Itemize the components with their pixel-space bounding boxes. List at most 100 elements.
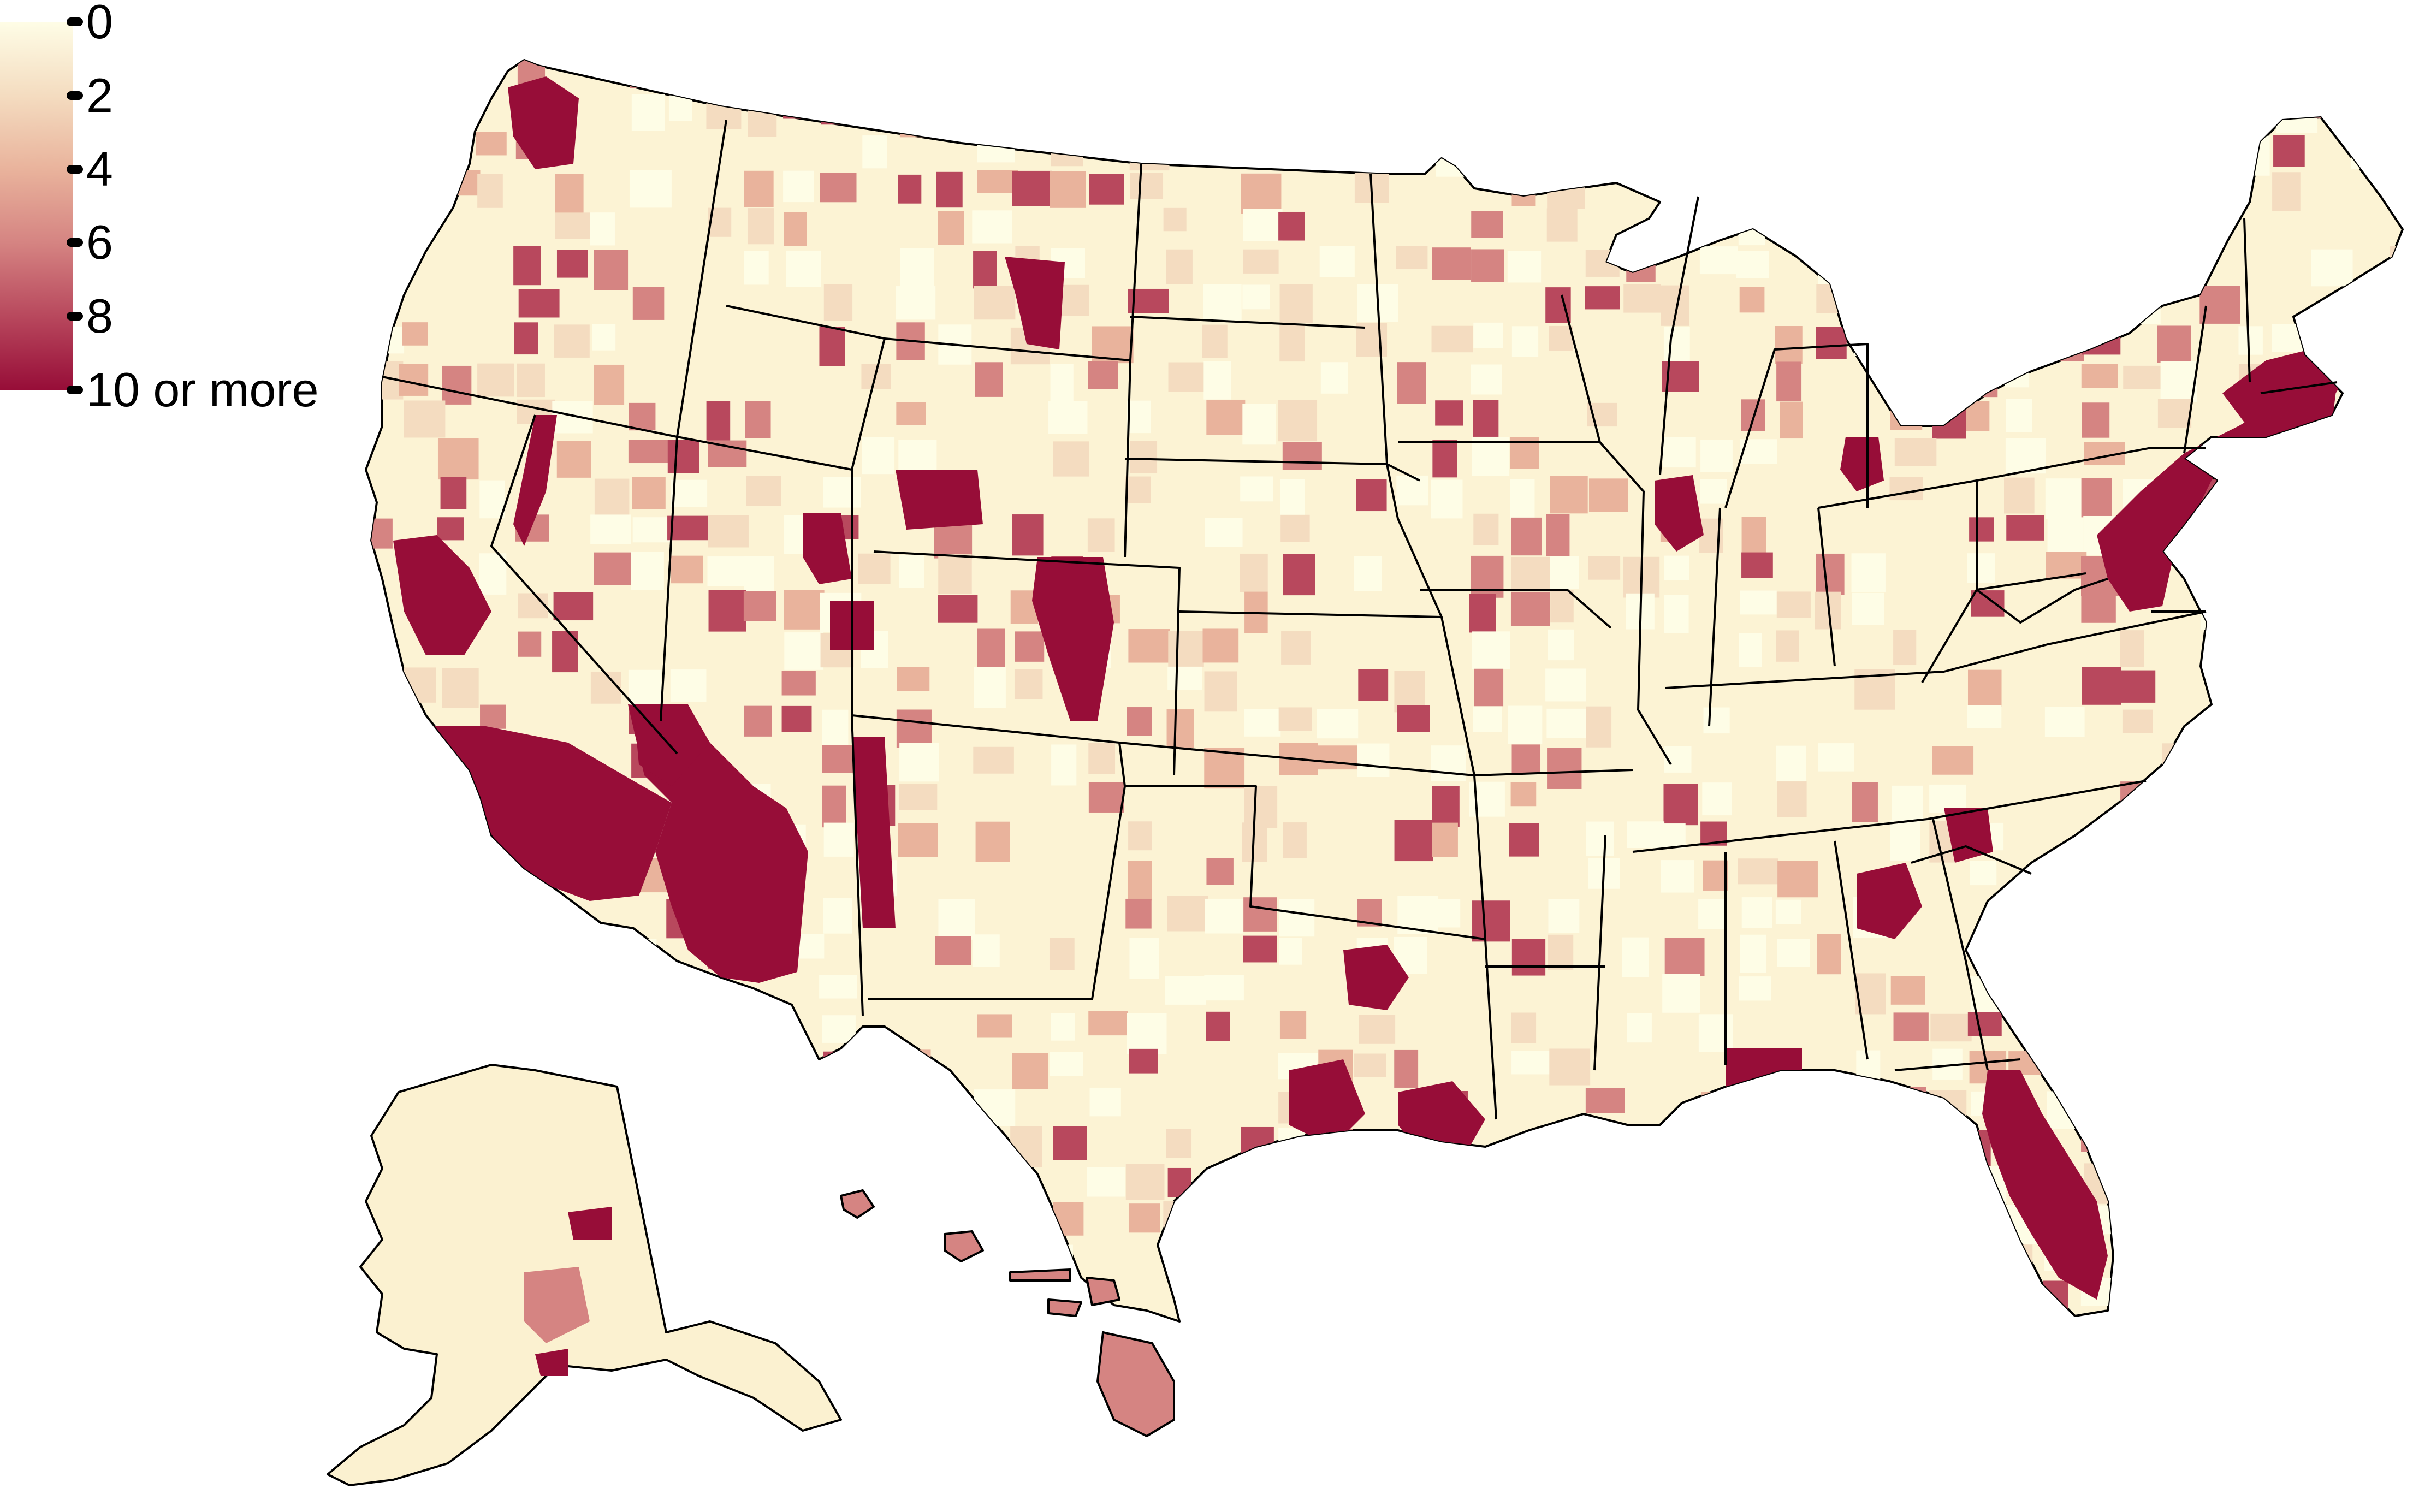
- county-cell: [973, 746, 1014, 774]
- county-cell: [1471, 1202, 1509, 1243]
- county-cell: [783, 94, 811, 119]
- county-cell: [2272, 976, 2310, 1011]
- county-cell: [1967, 1241, 1992, 1280]
- county-cell: [514, 322, 538, 355]
- county-cell: [1740, 934, 1766, 973]
- county-cell: [2387, 93, 2403, 122]
- county-cell: [1473, 513, 1499, 545]
- county-cell: [366, 709, 386, 738]
- county-cell: [1205, 898, 1243, 934]
- county-cell: [1242, 284, 1270, 310]
- county-cell: [1165, 1244, 1207, 1268]
- county-cell: [2158, 1127, 2197, 1158]
- county-cell: [2121, 171, 2145, 195]
- county-cell: [629, 170, 672, 208]
- county-cell: [667, 440, 699, 473]
- county-cell: [437, 784, 474, 819]
- county-cell: [1548, 629, 1574, 661]
- county-cell: [1051, 744, 1077, 786]
- county-cell: [748, 1167, 780, 1203]
- legend-tick: [67, 91, 83, 100]
- county-cell: [899, 743, 939, 782]
- county-cell: [1318, 745, 1357, 770]
- county-cell: [2080, 1010, 2121, 1040]
- county-cell: [1203, 284, 1242, 321]
- county-cell: [2123, 60, 2160, 92]
- county-cell: [2314, 95, 2339, 119]
- county-cell: [782, 1318, 823, 1321]
- county-cell: [1243, 935, 1277, 963]
- county-cell: [2348, 1128, 2374, 1159]
- county-cell: [1165, 976, 1207, 1005]
- county-cell: [822, 745, 853, 773]
- southern-california-region: [426, 726, 672, 901]
- legend-tick: [67, 17, 83, 26]
- county-cell: [2350, 134, 2378, 169]
- county-cell: [2158, 1241, 2196, 1280]
- county-cell: [1053, 1126, 1087, 1160]
- county-cell: [2122, 709, 2153, 733]
- county-cell: [938, 595, 978, 623]
- county-cell: [1736, 251, 1769, 278]
- county-cell: [1818, 96, 1849, 129]
- county-cell: [2159, 131, 2183, 162]
- county-cell: [783, 170, 814, 203]
- county-cell: [1431, 60, 1474, 90]
- county-cell: [1546, 514, 1570, 556]
- county-cell: [935, 936, 971, 965]
- county-cell: [1818, 743, 1854, 772]
- county-cell: [1893, 630, 1917, 666]
- county-cell: [1851, 553, 1886, 592]
- county-cell: [441, 170, 481, 196]
- county-cell: [404, 823, 437, 851]
- county-cell: [2162, 1282, 2191, 1311]
- county-cell: [1663, 784, 1698, 826]
- county-cell: [2235, 1167, 2276, 1203]
- county-cell: [896, 286, 936, 320]
- county-cell: [594, 364, 625, 405]
- county-cell: [404, 667, 436, 703]
- county-cell: [1893, 209, 1934, 248]
- county-cell: [2234, 1126, 2263, 1161]
- county-cell: [479, 480, 505, 519]
- county-cell: [1741, 171, 1775, 213]
- county-cell: [972, 210, 1012, 244]
- county-cell: [975, 821, 1010, 862]
- county-cell: [1622, 937, 1649, 977]
- county-cell: [1317, 709, 1359, 739]
- county-cell: [1319, 1241, 1350, 1270]
- county-cell: [2351, 364, 2387, 400]
- county-cell: [669, 1242, 702, 1279]
- county-cell: [2315, 1282, 2343, 1315]
- county-cell: [2311, 628, 2335, 662]
- county-cell: [898, 174, 922, 204]
- county-cell: [1012, 514, 1044, 556]
- county-cell: [2046, 97, 2081, 139]
- montana-region: [1005, 257, 1065, 349]
- county-cell: [2081, 97, 2117, 133]
- county-cell: [1319, 60, 1351, 89]
- county-cell: [1966, 246, 2002, 274]
- county-cell: [1167, 896, 1208, 932]
- county-cell: [1967, 1012, 2002, 1036]
- county-cell: [1623, 1206, 1649, 1247]
- florida-region: [1982, 1070, 2108, 1300]
- county-cell: [1127, 400, 1151, 434]
- county-cell: [1780, 401, 1803, 439]
- county-cell: [1166, 249, 1193, 284]
- county-cell: [1740, 1320, 1775, 1321]
- county-cell: [670, 669, 707, 702]
- county-cell: [1432, 822, 1458, 857]
- county-cell: [743, 591, 776, 621]
- county-cell: [819, 975, 857, 999]
- county-cell: [437, 517, 464, 541]
- county-cell: [2273, 1167, 2307, 1199]
- county-cell: [1626, 132, 1652, 156]
- county-cell: [1088, 743, 1116, 774]
- county-cell: [1163, 207, 1187, 232]
- county-cell: [1776, 591, 1811, 618]
- county-cell: [973, 1164, 1006, 1206]
- county-cell: [2349, 821, 2380, 851]
- county-cell: [2310, 896, 2338, 938]
- county-cell: [938, 211, 964, 245]
